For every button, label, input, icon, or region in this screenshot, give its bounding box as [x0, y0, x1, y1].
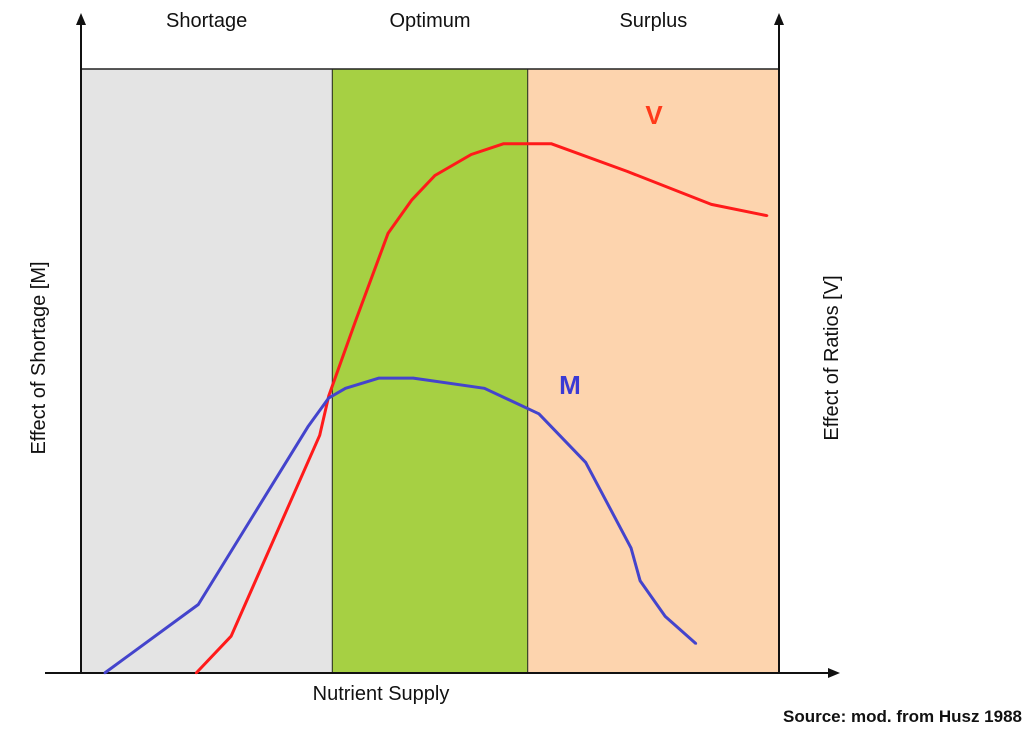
series-point-v: [710, 203, 713, 206]
zone-label-shortage: Shortage: [166, 10, 247, 32]
series-point-m: [103, 671, 106, 675]
zone-band-optimum: [332, 69, 528, 673]
right-axis-arrowhead: [774, 13, 784, 25]
series-point-m: [327, 396, 330, 400]
zone-band-surplus: [527, 69, 779, 673]
series-line-v: [195, 142, 768, 675]
series-point-m: [629, 546, 633, 550]
series-point-v: [318, 434, 321, 437]
series-point-v: [502, 142, 505, 145]
series-point-m: [664, 615, 667, 618]
series-point-m: [483, 387, 486, 390]
series-point-v: [469, 153, 473, 156]
series-point-v: [550, 142, 553, 145]
series-point-v: [433, 174, 437, 177]
zone-label-optimum: Optimum: [389, 10, 470, 32]
zone-label-surplus: Surplus: [619, 10, 687, 32]
series-point-v: [765, 214, 769, 217]
series-line-m: [103, 376, 697, 675]
series-point-m: [584, 461, 587, 464]
series-point-m: [377, 376, 381, 380]
zone-bands: [81, 69, 779, 673]
series-point-m: [344, 387, 347, 390]
series-point-v: [354, 318, 358, 322]
series-point-m: [638, 579, 642, 582]
series-point-m: [537, 412, 541, 415]
series-label-v: V: [645, 100, 663, 130]
series-point-v: [410, 198, 414, 202]
x-axis-arrowhead: [828, 668, 840, 678]
series-point-m: [694, 642, 698, 645]
y-axis-title-right: Effect of Ratios [V]: [821, 275, 843, 440]
series-label-m: M: [559, 370, 581, 400]
zone-band-shortage: [81, 69, 333, 673]
x-axis-title: Nutrient Supply: [313, 683, 450, 705]
series-point-v: [386, 232, 390, 235]
series-point-v: [229, 635, 233, 638]
source-note: Source: mod. from Husz 1988: [783, 707, 1022, 726]
y-axis-title-left: Effect of Shortage [M]: [28, 261, 50, 454]
series-point-v: [626, 170, 629, 173]
series-point-m: [197, 603, 200, 606]
zone-labels: Shortage Optimum Surplus: [166, 10, 687, 32]
series-point-m: [306, 425, 310, 428]
left-axis-arrowhead: [76, 13, 86, 25]
series-lines: [103, 142, 769, 675]
series-point-m: [412, 376, 415, 380]
series-point-v: [194, 671, 198, 675]
